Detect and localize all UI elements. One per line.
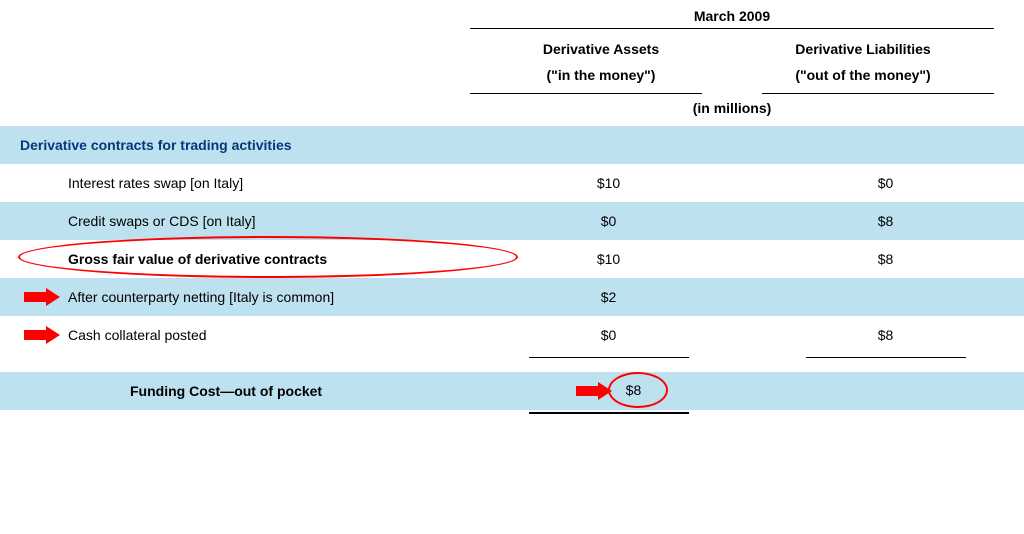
val-gross-liabs: $8	[747, 251, 1024, 267]
table-header: March 2009 Derivative Assets Derivative …	[0, 0, 1024, 126]
val-gross-assets: $10	[470, 251, 747, 267]
col-sub-liabs: ("out of the money")	[732, 63, 994, 93]
label-funding: Funding Cost—out of pocket	[0, 383, 470, 399]
val-collateral-assets: $0	[470, 327, 747, 343]
label-gross: Gross fair value of derivative contracts	[0, 251, 470, 267]
row-funding: Funding Cost—out of pocket $8	[0, 372, 1024, 410]
arrow-annotation-icon	[576, 382, 612, 400]
val-funding: $8	[470, 382, 747, 400]
val-collateral-liabs: $8	[747, 327, 1024, 343]
derivatives-table: March 2009 Derivative Assets Derivative …	[0, 0, 1024, 416]
label-cds: Credit swaps or CDS [on Italy]	[0, 213, 470, 229]
arrow-annotation-icon	[24, 326, 60, 344]
row-irs: Interest rates swap [on Italy] $10 $0	[0, 164, 1024, 202]
row-gross: Gross fair value of derivative contracts…	[0, 240, 1024, 278]
subtotal-rule-row	[0, 354, 1024, 360]
spacer	[0, 360, 1024, 372]
header-rule	[470, 28, 994, 29]
row-netting: After counterparty netting [Italy is com…	[0, 278, 1024, 316]
units-label: (in millions)	[470, 94, 994, 126]
val-cds-assets: $0	[470, 213, 747, 229]
section-title-row: Derivative contracts for trading activit…	[0, 126, 1024, 164]
col-header-liabs: Derivative Liabilities	[732, 35, 994, 63]
col-header-assets: Derivative Assets	[470, 35, 732, 63]
row-collateral: Cash collateral posted $0 $8	[0, 316, 1024, 354]
arrow-annotation-icon	[24, 288, 60, 306]
col-sub-assets: ("in the money")	[470, 63, 732, 93]
val-irs-liabs: $0	[747, 175, 1024, 191]
row-cds: Credit swaps or CDS [on Italy] $0 $8	[0, 202, 1024, 240]
label-irs: Interest rates swap [on Italy]	[0, 175, 470, 191]
label-collateral: Cash collateral posted	[0, 327, 470, 343]
val-irs-assets: $10	[470, 175, 747, 191]
period-label: March 2009	[470, 0, 994, 28]
label-netting: After counterparty netting [Italy is com…	[0, 289, 470, 305]
section-title: Derivative contracts for trading activit…	[0, 137, 470, 153]
total-rule-row	[0, 410, 1024, 416]
val-netting-assets: $2	[470, 289, 747, 305]
val-funding-text: $8	[626, 382, 642, 398]
val-cds-liabs: $8	[747, 213, 1024, 229]
